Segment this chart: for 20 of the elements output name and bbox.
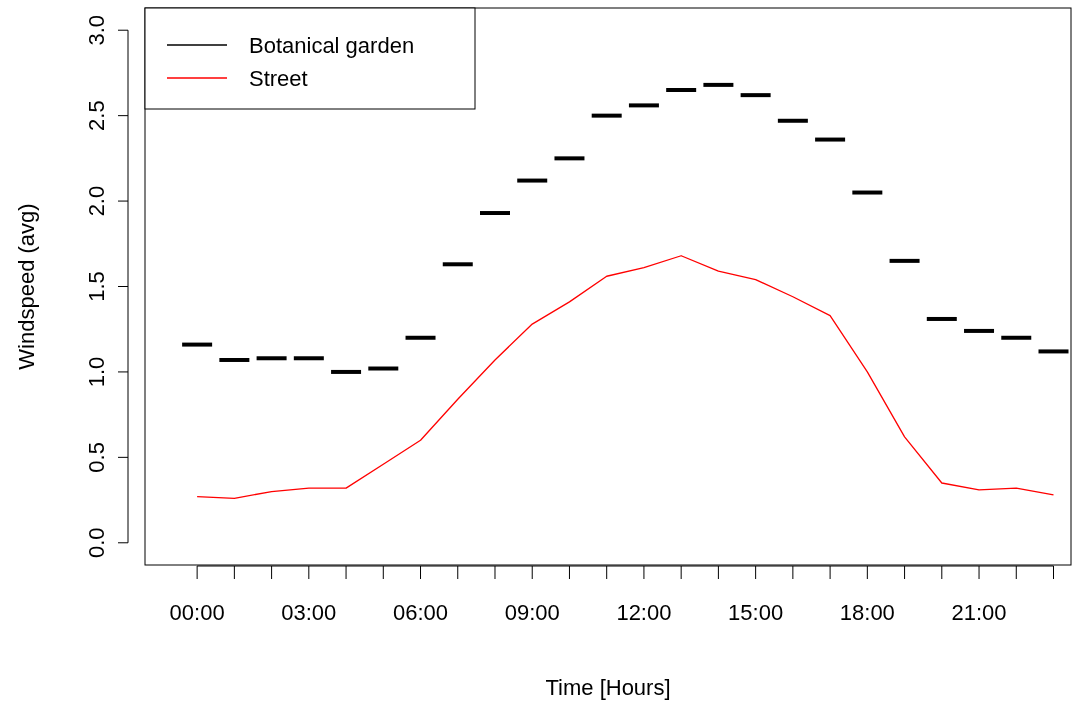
y-tick-label: 2.0 — [84, 185, 109, 217]
y-tick-label: 2.5 — [84, 100, 109, 131]
y-axis-title: Windspeed (avg) — [14, 203, 39, 370]
x-tick-label: 09:00 — [504, 600, 560, 625]
y-tick-label: 1.0 — [84, 356, 109, 388]
x-tick-label: 12:00 — [616, 600, 672, 625]
y-tick-label: 0.5 — [84, 442, 109, 473]
x-axis-title: Time [Hours] — [545, 675, 671, 700]
x-tick-label: 18:00 — [839, 600, 895, 625]
y-tick-label: 1.5 — [84, 271, 109, 302]
x-tick-label: 00:00 — [169, 600, 225, 625]
x-tick-label: 15:00 — [728, 600, 784, 625]
legend-label: Botanical garden — [249, 33, 415, 58]
legend-label: Street — [249, 66, 308, 91]
line-series — [196, 255, 1055, 500]
x-tick-label: 21:00 — [951, 600, 1007, 625]
y-tick-label: 0.0 — [84, 527, 109, 559]
x-tick-label: 03:00 — [281, 600, 337, 625]
y-tick-label: 3.0 — [84, 14, 109, 46]
x-tick-label: 06:00 — [393, 600, 449, 625]
